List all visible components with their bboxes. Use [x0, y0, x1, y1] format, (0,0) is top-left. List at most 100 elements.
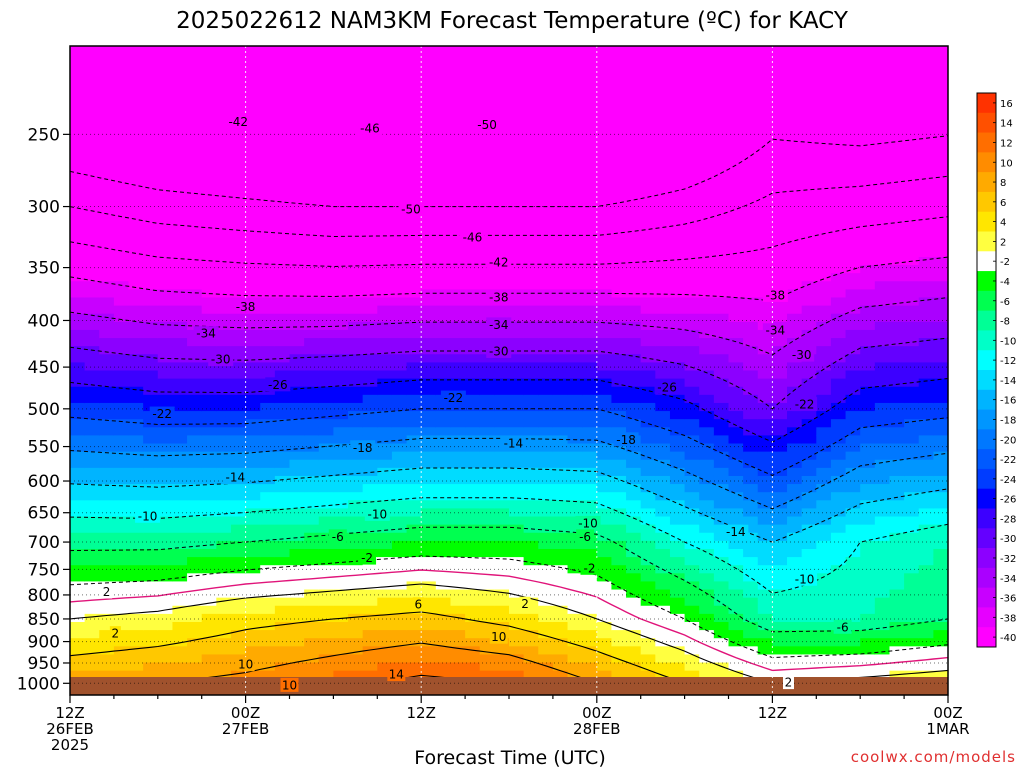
field-cell — [245, 557, 261, 566]
field-cell — [538, 159, 554, 169]
field-cell — [435, 265, 452, 274]
field-cell — [904, 200, 920, 209]
field-cell — [787, 419, 803, 428]
field-cell — [596, 240, 613, 250]
field-cell — [538, 435, 554, 445]
field-cell — [728, 216, 744, 226]
field-cell — [787, 548, 803, 558]
field-cell — [157, 516, 174, 526]
field-cell — [816, 200, 832, 209]
field-cell — [772, 621, 788, 631]
field-cell — [552, 167, 569, 177]
field-cell — [582, 273, 598, 282]
field-cell — [245, 427, 261, 436]
field-cell — [84, 362, 100, 372]
field-cell — [450, 654, 466, 664]
field-cell — [260, 500, 276, 510]
field-cell — [655, 265, 671, 274]
field-cell — [816, 297, 832, 307]
field-cell — [421, 581, 437, 591]
field-cell — [143, 459, 159, 469]
field-cell — [772, 183, 788, 193]
field-cell — [70, 500, 86, 510]
field-cell — [933, 492, 948, 501]
field-cell — [757, 362, 773, 372]
field-cell — [421, 127, 437, 136]
field-cell — [845, 119, 861, 128]
field-cell — [567, 467, 583, 477]
field-cell — [216, 305, 232, 315]
field-cell — [421, 573, 437, 583]
field-cell — [523, 78, 539, 88]
field-cell — [918, 78, 934, 88]
field-cell — [874, 183, 891, 193]
field-cell — [187, 200, 203, 209]
field-cell — [772, 540, 788, 550]
field-cell — [728, 86, 744, 96]
field-cell — [684, 524, 700, 534]
field-cell — [626, 338, 642, 347]
field-cell — [567, 475, 583, 485]
field-cell — [611, 621, 627, 631]
field-cell — [377, 151, 393, 161]
field-cell — [567, 54, 583, 63]
field-cell — [874, 192, 891, 201]
field-cell — [348, 532, 364, 542]
field-cell — [260, 459, 276, 469]
field-cell — [640, 613, 656, 623]
field-cell — [421, 630, 437, 639]
field-cell — [465, 216, 481, 226]
field-cell — [582, 110, 598, 120]
field-cell — [260, 451, 276, 461]
field-cell — [362, 62, 378, 71]
field-cell — [801, 167, 817, 177]
field-cell — [933, 630, 948, 639]
field-cell — [757, 500, 773, 510]
field-cell — [845, 386, 861, 396]
field-cell — [172, 265, 188, 274]
field-cell — [918, 370, 934, 380]
contour-label-background — [101, 584, 113, 599]
field-cell — [713, 524, 730, 534]
field-cell — [318, 613, 334, 623]
field-cell — [274, 524, 291, 534]
field-cell — [874, 500, 891, 510]
field-cell — [465, 248, 481, 258]
contour-label-background — [350, 440, 376, 455]
field-cell — [99, 143, 115, 153]
field-cell — [216, 581, 232, 591]
field-cell — [582, 232, 598, 242]
field-cell — [318, 459, 334, 469]
field-cell — [318, 329, 334, 339]
contour-label: -46 — [360, 121, 380, 135]
field-cell — [113, 516, 130, 526]
field-cell — [728, 613, 744, 623]
x-tick-label: 00Z — [231, 704, 260, 722]
field-cell — [143, 581, 159, 591]
field-cell — [143, 175, 159, 185]
field-cell — [333, 86, 349, 96]
field-cell — [362, 605, 378, 615]
field-cell — [801, 581, 817, 591]
contour-label: -50 — [477, 118, 497, 132]
field-cell — [377, 427, 393, 436]
field-cell — [465, 451, 481, 461]
field-cell — [318, 492, 334, 501]
field-cell — [494, 86, 510, 96]
field-cell — [245, 224, 261, 234]
field-cell — [509, 54, 525, 63]
field-cell — [669, 151, 686, 161]
field-cell — [918, 127, 934, 136]
field-cell — [304, 540, 320, 550]
field-cell — [816, 338, 832, 347]
field-cell — [684, 394, 700, 404]
field-cell — [362, 321, 378, 331]
field-cell — [304, 548, 320, 558]
field-cell — [904, 289, 920, 299]
field-cell — [406, 224, 422, 234]
field-cell — [201, 232, 217, 242]
field-cell — [801, 451, 817, 461]
field-cell — [113, 305, 130, 315]
field-cell — [626, 54, 642, 63]
field-cell — [596, 273, 613, 282]
